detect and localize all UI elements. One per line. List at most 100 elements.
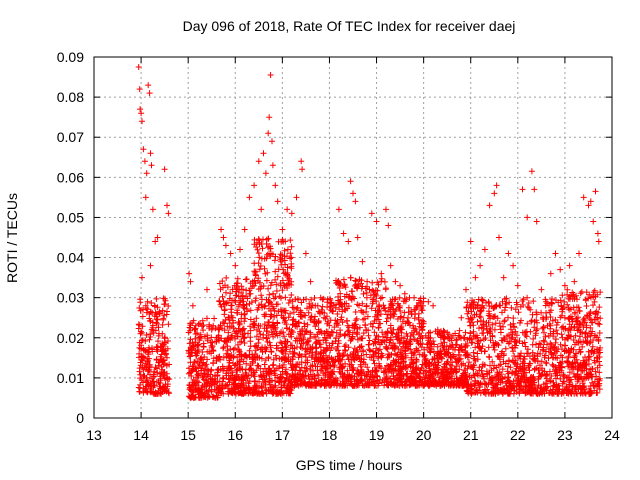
- data-point-marker: [371, 329, 378, 336]
- data-point-marker: [294, 335, 300, 342]
- data-point-marker: [226, 375, 233, 382]
- data-point-marker: [208, 342, 215, 349]
- data-point-marker: [294, 323, 301, 330]
- data-point-marker: [378, 278, 385, 285]
- data-point-marker: [298, 359, 305, 366]
- data-point-marker: [216, 353, 223, 360]
- data-point-marker: [135, 64, 142, 70]
- data-point-marker: [159, 307, 166, 314]
- data-point-marker: [253, 295, 259, 302]
- data-point-marker: [262, 387, 269, 394]
- data-point-marker: [359, 300, 366, 307]
- data-point-marker: [267, 72, 274, 78]
- data-point-marker: [137, 375, 144, 382]
- data-point-marker: [305, 309, 312, 316]
- data-point-marker: [282, 377, 289, 384]
- data-point-marker: [281, 355, 288, 362]
- data-point-marker: [205, 368, 212, 375]
- data-point-marker: [288, 260, 295, 267]
- data-point-marker: [272, 326, 279, 333]
- data-point-marker: [270, 291, 277, 297]
- data-point-marker: [165, 303, 172, 309]
- data-point-marker: [266, 339, 273, 346]
- data-point-marker: [298, 378, 305, 385]
- data-point-marker: [223, 289, 229, 296]
- data-point-marker: [219, 293, 226, 300]
- data-point-marker: [321, 310, 328, 316]
- data-point-marker: [228, 302, 234, 309]
- data-point-marker: [150, 389, 157, 396]
- data-point-marker: [352, 277, 359, 284]
- data-point-marker: [285, 314, 292, 321]
- data-point-marker: [367, 347, 373, 354]
- data-point-marker: [270, 361, 277, 368]
- data-point-marker: [148, 300, 155, 306]
- data-point-marker: [199, 374, 206, 381]
- data-point-marker: [269, 138, 275, 145]
- data-point-marker: [245, 384, 252, 391]
- data-point-marker: [236, 301, 243, 308]
- data-point-marker: [294, 371, 301, 378]
- data-point-marker: [378, 270, 385, 277]
- data-point-marker: [281, 247, 288, 254]
- data-point-marker: [200, 367, 207, 374]
- data-point-marker: [141, 387, 148, 394]
- data-point-marker: [329, 370, 335, 377]
- data-point-marker: [143, 383, 150, 390]
- y-tick-label: 0.06: [57, 169, 84, 185]
- data-point-marker: [227, 346, 234, 352]
- data-point-marker: [263, 386, 270, 393]
- data-point-marker: [224, 381, 231, 388]
- data-point-marker: [216, 298, 223, 305]
- data-point-marker: [376, 362, 382, 369]
- data-point-marker: [346, 331, 353, 338]
- data-point-marker: [270, 333, 277, 340]
- data-point-marker: [237, 339, 243, 345]
- data-point-marker: [580, 194, 587, 201]
- data-point-marker: [195, 394, 202, 401]
- data-point-marker: [156, 310, 163, 316]
- data-point-marker: [566, 262, 573, 269]
- data-point-marker: [204, 286, 210, 293]
- data-point-marker: [301, 312, 307, 319]
- data-point-marker: [165, 338, 171, 344]
- data-point-marker: [285, 277, 292, 284]
- data-point-marker: [346, 373, 353, 380]
- data-point-marker: [372, 349, 379, 356]
- data-point-marker: [234, 309, 241, 316]
- data-point-marker: [265, 354, 272, 361]
- data-point-marker: [302, 367, 308, 374]
- data-point-marker: [352, 198, 359, 205]
- data-point-marker: [370, 296, 377, 303]
- data-point-marker: [166, 376, 173, 382]
- data-point-marker: [199, 317, 206, 324]
- data-point-marker: [242, 315, 249, 322]
- data-point-marker: [311, 379, 318, 386]
- data-point-marker: [309, 344, 316, 350]
- data-point-marker: [263, 255, 270, 262]
- data-point-marker: [354, 336, 361, 343]
- data-point-marker: [340, 276, 347, 283]
- data-point-marker: [230, 325, 237, 331]
- data-point-marker: [360, 347, 366, 354]
- data-point-marker: [349, 329, 356, 336]
- x-tick-label: 19: [369, 427, 385, 443]
- data-point-marker: [320, 295, 327, 302]
- data-point-marker: [146, 336, 153, 343]
- data-point-marker: [282, 369, 289, 376]
- data-point-marker: [387, 262, 394, 269]
- data-point-marker: [262, 344, 268, 351]
- data-point-marker: [149, 206, 156, 213]
- data-point-marker: [387, 322, 394, 329]
- data-point-marker: [263, 296, 270, 303]
- data-point-marker: [140, 373, 147, 380]
- data-point-marker: [261, 311, 268, 318]
- data-point-marker: [237, 388, 244, 395]
- data-point-marker: [194, 371, 201, 378]
- data-point-marker: [193, 365, 199, 372]
- data-point-marker: [362, 322, 369, 329]
- data-point-marker: [296, 319, 302, 326]
- data-point-marker: [374, 279, 381, 286]
- data-point-marker: [244, 354, 250, 361]
- data-point-marker: [328, 300, 335, 307]
